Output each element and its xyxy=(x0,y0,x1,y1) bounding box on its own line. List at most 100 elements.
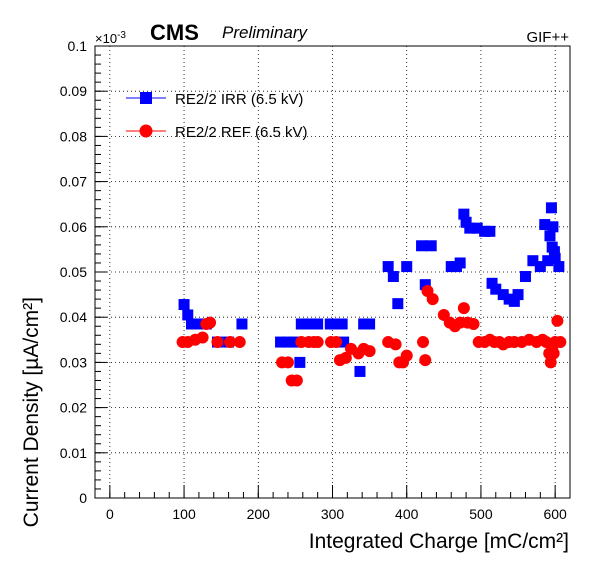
data-point-irr xyxy=(553,261,565,273)
data-point-irr xyxy=(458,208,470,220)
data-point-irr xyxy=(512,289,524,301)
data-point-irr xyxy=(416,240,428,252)
data-point-irr xyxy=(282,336,294,348)
data-point-irr xyxy=(178,299,190,311)
grid-layer xyxy=(95,46,570,498)
data-point-irr xyxy=(486,277,498,289)
data-point-irr xyxy=(508,295,520,307)
data-point-ref xyxy=(551,314,564,327)
data-point-ref xyxy=(233,336,246,349)
data-point-ref xyxy=(211,336,224,349)
data-point-irr xyxy=(182,309,194,321)
data-point-ref xyxy=(417,336,430,349)
data-point-irr xyxy=(236,318,248,330)
data-point-irr xyxy=(454,257,466,269)
data-point-irr xyxy=(329,318,341,330)
y-axis-title: Current Density [µA/cm²] xyxy=(20,297,43,527)
series-ref xyxy=(176,284,567,387)
data-point-irr xyxy=(336,318,348,330)
y-tick-label: 0.04 xyxy=(60,309,87,325)
x-tick-label: 100 xyxy=(172,506,196,522)
data-point-irr xyxy=(294,356,306,368)
axes-layer: 0 0.01 0.02 0.03 0.04 0.05 0.06 0.07 0.08 0.09 0.1… xyxy=(60,38,571,522)
data-point-ref xyxy=(419,354,432,367)
data-point-irr xyxy=(185,318,197,330)
y-tick-label: 0 xyxy=(79,490,87,506)
data-point-irr xyxy=(387,271,399,283)
data-point-irr xyxy=(358,318,370,330)
data-point-ref xyxy=(339,351,352,364)
data-point-ref xyxy=(547,347,560,360)
data-point-irr xyxy=(539,219,551,231)
data-point-irr xyxy=(354,365,366,377)
legend-ref-label: RE2/2 REF (6.5 kV) xyxy=(175,124,308,141)
cms-label: CMS xyxy=(150,20,199,45)
data-point-irr xyxy=(275,336,287,348)
data-point-ref xyxy=(426,293,439,306)
data-point-irr xyxy=(545,202,557,214)
data-point-irr xyxy=(288,336,300,348)
preliminary-label: Preliminary xyxy=(222,23,309,42)
data-point-ref xyxy=(290,374,303,387)
data-point-irr xyxy=(471,222,483,234)
data-point-ref xyxy=(224,336,237,349)
x-tick-label: 200 xyxy=(247,506,271,522)
y-tick-label: 0.08 xyxy=(60,128,87,144)
y-tick-label: 0.06 xyxy=(60,219,87,235)
data-point-ref xyxy=(554,336,567,349)
series-irr xyxy=(178,202,565,377)
data-point-ref xyxy=(196,331,209,344)
data-point-irr xyxy=(419,279,431,291)
data-point-irr xyxy=(527,255,539,267)
data-point-irr xyxy=(382,261,394,273)
y-multiplier: ×10-3 xyxy=(95,30,126,46)
data-point-ref xyxy=(544,356,557,369)
data-point-ref xyxy=(330,336,343,349)
plot-frame xyxy=(94,45,571,499)
data-point-ref xyxy=(389,338,402,351)
y-tick-label: 0.01 xyxy=(60,445,87,461)
legend-irr-label: RE2/2 IRR (6.5 kV) xyxy=(175,91,303,108)
facility-label: GIF++ xyxy=(526,29,569,46)
data-point-irr xyxy=(460,216,472,228)
y-tick-label: 0.05 xyxy=(60,264,87,280)
data-point-irr xyxy=(464,222,476,234)
legend-irr-marker xyxy=(140,92,152,104)
y-tick-label: 0.07 xyxy=(60,174,87,190)
y-tick-label: 0.09 xyxy=(60,83,87,99)
data-point-irr xyxy=(425,240,437,252)
x-tick-label: 600 xyxy=(543,506,567,522)
legend: RE2/2 IRR (6.5 kV) RE2/2 REF (6.5 kV) xyxy=(126,91,308,141)
data-point-irr xyxy=(338,336,350,348)
data-point-irr xyxy=(364,318,376,330)
data-point-irr xyxy=(484,225,496,237)
x-tick-label: 400 xyxy=(395,506,419,522)
y-tick-label: 0.03 xyxy=(60,354,87,370)
data-point-irr xyxy=(542,255,554,267)
points-layer xyxy=(176,202,567,387)
data-point-irr xyxy=(547,221,559,233)
data-point-irr xyxy=(549,252,561,264)
data-point-irr xyxy=(544,230,556,242)
data-point-ref xyxy=(467,317,480,330)
data-point-ref xyxy=(457,302,470,315)
legend-ref-marker xyxy=(139,124,153,138)
data-point-ref xyxy=(363,345,376,358)
data-point-irr xyxy=(548,246,560,258)
data-point-irr xyxy=(306,318,318,330)
data-point-irr xyxy=(497,289,509,301)
y-tick-label: 0.02 xyxy=(60,400,87,416)
data-point-ref xyxy=(311,336,324,349)
x-axis-title: Integrated Charge [mC/cm²] xyxy=(309,530,569,553)
x-tick-label: 0 xyxy=(106,506,114,522)
data-point-ref xyxy=(204,316,217,329)
y-tick-label: 0.1 xyxy=(68,38,88,54)
data-point-ref xyxy=(400,349,413,362)
data-point-irr xyxy=(392,298,404,310)
data-point-irr xyxy=(490,283,502,295)
x-tick-label: 500 xyxy=(469,506,493,522)
data-point-irr xyxy=(312,318,324,330)
data-point-irr xyxy=(401,261,413,273)
data-point-irr xyxy=(534,261,546,273)
